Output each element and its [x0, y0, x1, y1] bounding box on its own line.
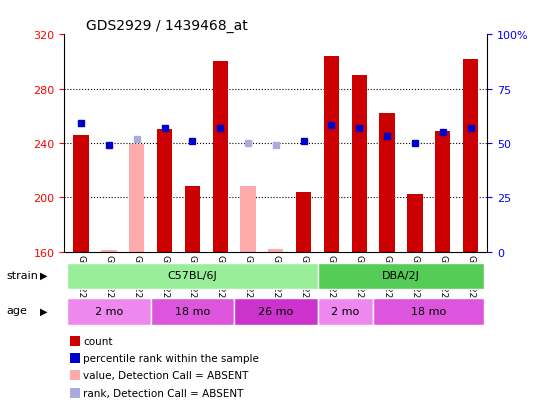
Bar: [67, 298, 151, 325]
Bar: [212, 62, 228, 252]
Bar: [157, 130, 172, 252]
Text: ▶: ▶: [40, 306, 48, 316]
Bar: [318, 263, 484, 290]
Bar: [352, 76, 367, 252]
Text: count: count: [83, 336, 113, 346]
Bar: [185, 187, 200, 252]
Text: 18 mo: 18 mo: [411, 306, 446, 316]
Text: 2 mo: 2 mo: [95, 306, 123, 316]
Bar: [129, 145, 144, 252]
Bar: [373, 298, 484, 325]
Text: 26 mo: 26 mo: [258, 306, 293, 316]
Bar: [324, 57, 339, 252]
Text: rank, Detection Call = ABSENT: rank, Detection Call = ABSENT: [83, 388, 243, 398]
Bar: [67, 263, 318, 290]
Text: GDS2929 / 1439468_at: GDS2929 / 1439468_at: [86, 19, 248, 33]
Bar: [240, 187, 255, 252]
Text: 2 mo: 2 mo: [331, 306, 360, 316]
Bar: [73, 135, 88, 252]
Bar: [407, 195, 423, 252]
Bar: [435, 131, 450, 252]
Bar: [268, 249, 283, 252]
Text: strain: strain: [7, 271, 39, 280]
Bar: [234, 298, 318, 325]
Bar: [380, 114, 395, 252]
Text: DBA/2J: DBA/2J: [382, 271, 420, 281]
Bar: [296, 192, 311, 252]
Bar: [101, 251, 116, 252]
Text: ▶: ▶: [40, 271, 48, 280]
Bar: [151, 298, 234, 325]
Text: value, Detection Call = ABSENT: value, Detection Call = ABSENT: [83, 370, 248, 380]
Text: 18 mo: 18 mo: [175, 306, 210, 316]
Text: C57BL/6J: C57BL/6J: [167, 271, 217, 281]
Bar: [463, 59, 478, 252]
Text: percentile rank within the sample: percentile rank within the sample: [83, 353, 259, 363]
Text: age: age: [7, 306, 27, 316]
Bar: [318, 298, 373, 325]
